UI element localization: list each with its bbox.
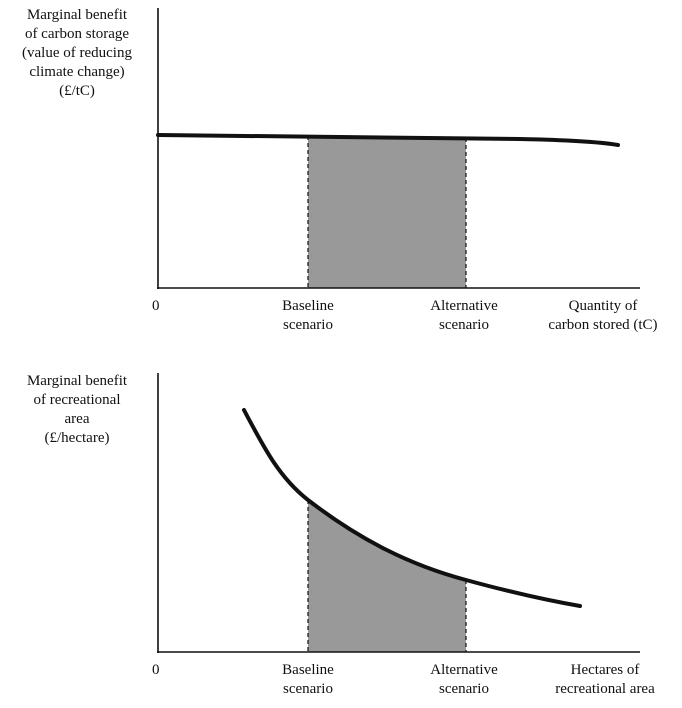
bottom-panel — [157, 373, 640, 653]
top-panel — [156, 8, 640, 289]
bottom-y-axis-label: Marginal benefit of recreational area (£… — [26, 373, 128, 446]
top-y-axis-label: Marginal benefit of carbon storage (valu… — [22, 7, 132, 99]
bottom-marginal-benefit-curve — [242, 408, 582, 608]
bottom-shaded-area — [308, 500, 466, 652]
top-shaded-area — [308, 136, 466, 288]
top-tick-label-baseline: Baseline scenario — [282, 298, 334, 333]
bottom-tick-label-alternative: Alternative scenario — [430, 662, 498, 697]
top-x-axis-label: Quantity of carbon stored (tC) — [548, 298, 658, 333]
top-tick-label-0: 0 — [152, 298, 160, 314]
bottom-x-axis-label: Hectares of recreational area — [555, 662, 655, 697]
top-marginal-benefit-curve — [156, 133, 620, 147]
top-tick-label-alternative: Alternative scenario — [430, 298, 498, 333]
bottom-tick-label-0: 0 — [152, 662, 160, 678]
bottom-tick-label-baseline: Baseline scenario — [282, 662, 334, 697]
